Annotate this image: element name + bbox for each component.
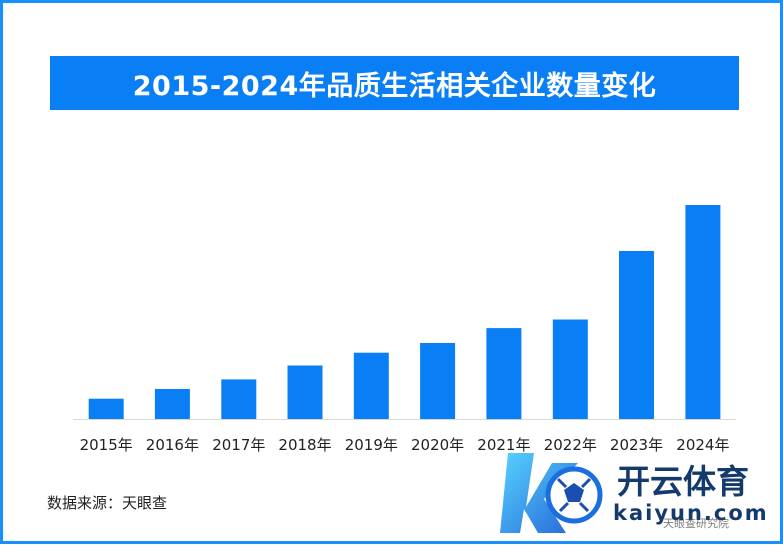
- bar-2024年: [685, 205, 721, 419]
- bar-2018年: [287, 365, 323, 419]
- bar-2016年: [154, 389, 190, 419]
- bar-2022年: [552, 319, 588, 419]
- x-tick-label: 2024年: [676, 436, 729, 454]
- bar-chart: 2015年 2016年 2017年 2018年 2019年 2020年 2021年 2022年…: [73, 205, 736, 454]
- bar-2019年: [353, 352, 389, 419]
- x-tick-label: 2023年: [610, 436, 663, 454]
- watermark-brand: 开云体育: [617, 462, 749, 501]
- x-tick-label: 2022年: [544, 436, 597, 454]
- x-tick-label: 2019年: [345, 436, 398, 454]
- bar-2017年: [221, 379, 257, 419]
- watermark: 开云体育 kaiyun.com 天眼查研究院: [500, 445, 780, 541]
- title-bar: 2015-2024年品质生活相关企业数量变化: [50, 56, 739, 110]
- x-tick-label: 2021年: [477, 436, 530, 454]
- bar-2023年: [619, 251, 654, 419]
- chart-title: 2015-2024年品质生活相关企业数量变化: [132, 70, 657, 102]
- watermark-domain: kaiyun.com: [613, 501, 769, 525]
- data-source: 数据来源：天眼查: [47, 494, 168, 512]
- watermark-sub: 天眼查研究院: [663, 517, 729, 530]
- x-tick-label: 2020年: [411, 436, 464, 454]
- x-tick-label: 2016年: [146, 436, 199, 454]
- x-tick-label: 2017年: [212, 436, 265, 454]
- bar-2021年: [486, 328, 522, 420]
- watermark-logo-icon: [500, 453, 603, 533]
- bar-2015年: [88, 398, 124, 419]
- x-tick-label: 2015年: [80, 436, 133, 454]
- bar-2020年: [420, 343, 456, 419]
- x-tick-label: 2018年: [278, 436, 331, 454]
